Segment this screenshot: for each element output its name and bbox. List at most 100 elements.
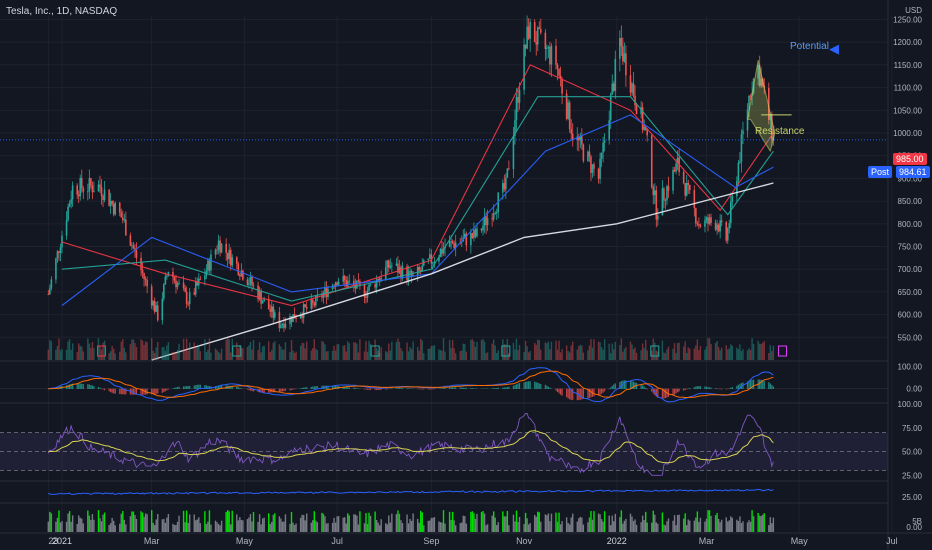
volume-bar	[185, 338, 188, 360]
volume-oscillator-bar	[444, 523, 446, 532]
volume-oscillator-bar	[704, 521, 706, 532]
candle-body	[769, 113, 772, 120]
volume-oscillator-bar	[470, 511, 472, 532]
macd-histogram-bar	[523, 382, 525, 389]
candle-body	[112, 203, 115, 215]
volume-oscillator-bar	[59, 522, 62, 532]
time-axis-tick: 2021	[52, 536, 72, 546]
volume-oscillator-bar	[119, 523, 121, 532]
macd-histogram-bar	[70, 384, 72, 389]
candle-body	[150, 286, 153, 306]
macd-histogram-bar	[512, 385, 515, 389]
volume-bar	[112, 348, 115, 360]
macd-histogram-bar	[141, 388, 144, 395]
candle-body	[685, 182, 688, 196]
volume-oscillator-bar	[485, 525, 487, 532]
macd-histogram-bar	[753, 379, 755, 389]
volume-oscillator-bar	[380, 519, 382, 532]
volume-bar	[438, 349, 440, 360]
candle-body	[720, 220, 723, 223]
volume-oscillator-bar	[248, 517, 250, 532]
volume-bar	[763, 341, 765, 360]
candle-body	[82, 188, 85, 192]
volume-bar	[643, 348, 645, 360]
volume-bar	[347, 341, 349, 360]
macd-histogram-bar	[725, 388, 727, 390]
candle-body	[114, 202, 116, 215]
volume-bar	[363, 351, 366, 360]
candle-body	[688, 184, 691, 191]
volume-bar	[503, 344, 506, 360]
volume-bar	[122, 339, 124, 360]
volume-bar	[146, 342, 148, 360]
candle-body	[301, 315, 303, 318]
candle-body	[614, 58, 617, 91]
macd-histogram-bar	[249, 388, 252, 391]
volume-bar	[453, 348, 455, 360]
candle-body	[725, 222, 728, 241]
candle-body	[526, 26, 528, 49]
macd-histogram-bar	[198, 384, 200, 389]
volume-oscillator-bar	[508, 525, 510, 532]
price-axis-tick: 1100.00	[894, 84, 923, 93]
candle-body	[429, 254, 431, 259]
volume-bar	[629, 341, 632, 360]
candle-body	[199, 278, 202, 280]
volume-oscillator-bar	[278, 516, 281, 532]
macd-histogram-bar	[316, 385, 318, 389]
volume-bar	[470, 339, 472, 360]
candle-body	[620, 38, 623, 47]
volume-bar	[207, 349, 209, 360]
volume-oscillator-bar	[760, 516, 762, 532]
candle-body	[386, 260, 389, 268]
volume-bar	[474, 346, 477, 360]
candle-body	[432, 262, 434, 264]
candle-body	[464, 233, 466, 238]
volume-oscillator-bar	[289, 523, 291, 532]
volume-bar	[178, 343, 180, 360]
macd-histogram-bar	[167, 388, 169, 390]
volume-bar	[365, 341, 367, 360]
volume-bar	[336, 344, 338, 360]
macd-histogram-bar	[675, 388, 677, 394]
volume-oscillator-bar	[325, 523, 328, 532]
candle-body	[524, 44, 527, 49]
volume-oscillator-bar	[385, 523, 387, 532]
volume-oscillator-bar	[257, 521, 259, 532]
volume-bar	[684, 341, 686, 360]
macd-histogram-bar	[78, 383, 80, 389]
volume-bar	[164, 350, 167, 360]
volume-oscillator-bar	[225, 511, 227, 532]
volume-oscillator-bar	[193, 514, 195, 532]
volume-bar	[556, 349, 559, 360]
candle-body	[58, 251, 60, 254]
candle-body	[465, 233, 468, 246]
volume-bar	[249, 342, 252, 360]
candle-body	[556, 64, 559, 69]
macd-histogram-bar	[763, 380, 765, 389]
volume-oscillator-bar	[401, 522, 404, 532]
macd-histogram-bar	[646, 388, 648, 390]
macd-histogram-bar	[110, 388, 112, 393]
volume-oscillator-bar	[535, 516, 537, 532]
candle-body	[185, 291, 188, 304]
candle-body	[716, 224, 718, 230]
macd-histogram-bar	[99, 387, 101, 389]
moving-average-line	[61, 64, 774, 307]
volume-bar	[664, 353, 667, 360]
macd-histogram-bar	[97, 386, 100, 389]
volume-oscillator-bar	[400, 520, 402, 532]
candle-body	[166, 276, 168, 277]
macd-histogram-bar	[259, 388, 261, 393]
macd-histogram-bar	[368, 388, 370, 390]
candle-body	[582, 144, 585, 161]
volume-bar	[216, 350, 218, 360]
macd-histogram-bar	[672, 388, 674, 396]
volume-bar	[640, 350, 642, 360]
volume-oscillator-bar	[433, 517, 436, 532]
volume-bar	[771, 351, 773, 360]
macd-histogram-bar	[418, 388, 420, 390]
volume-bar	[719, 350, 721, 360]
candle-body	[236, 257, 238, 264]
